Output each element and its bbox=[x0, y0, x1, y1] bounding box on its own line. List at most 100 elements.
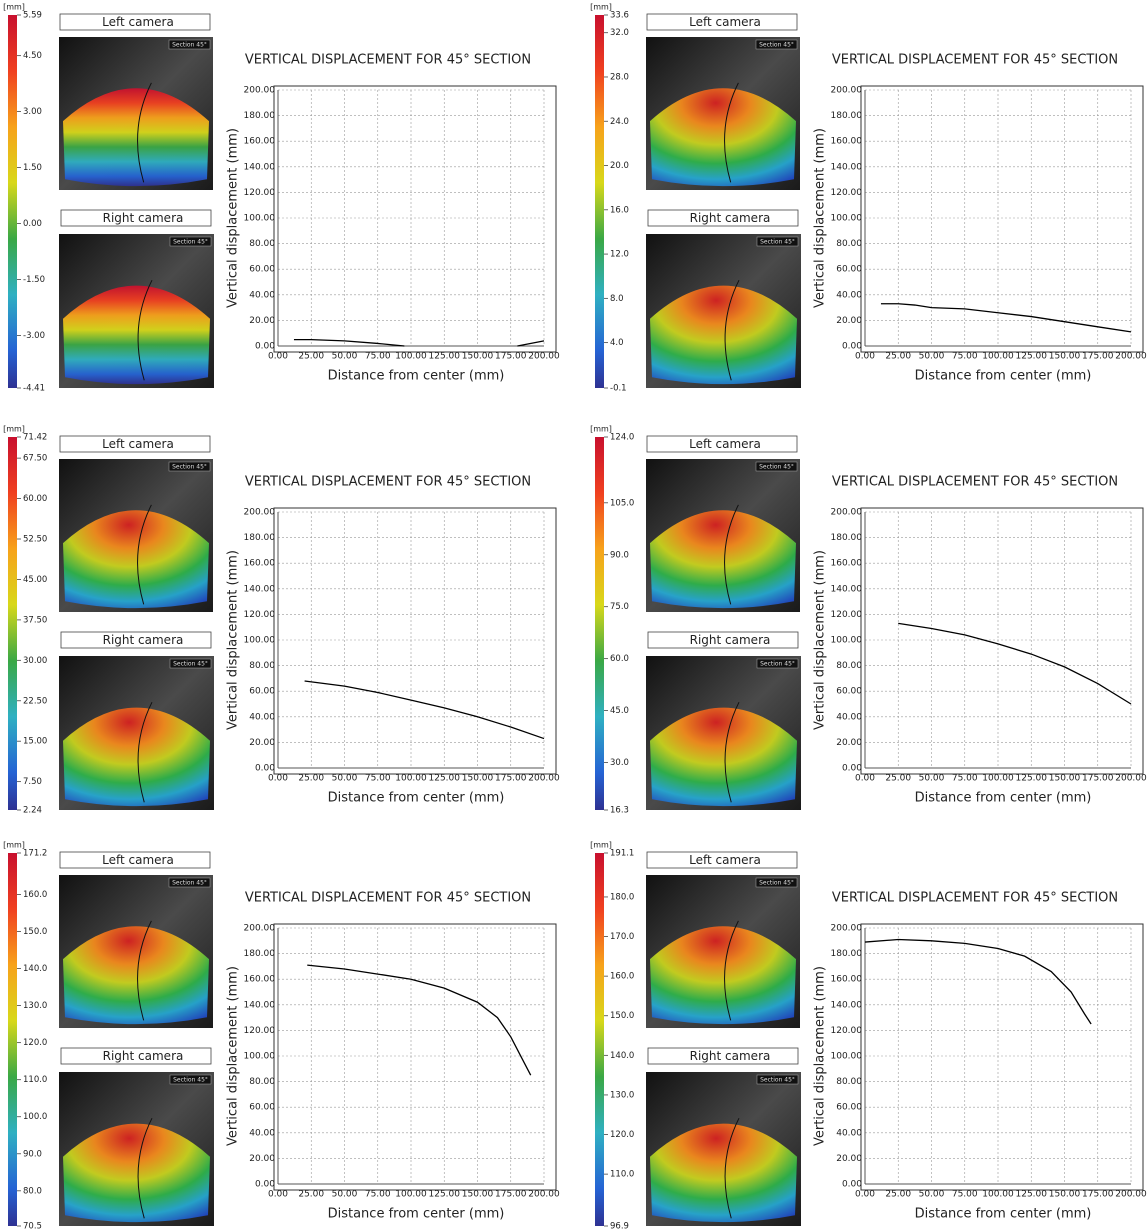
section-box bbox=[756, 1074, 799, 1085]
camera-surface bbox=[63, 88, 209, 187]
y-tick-label: 20.00 bbox=[249, 316, 275, 326]
panel: [mm]171.2 160.0 150.0 140.0 130.0 120.0 110.0 1… bbox=[3, 841, 560, 1230]
y-tick-label: 120.00 bbox=[244, 1026, 276, 1036]
panel: [mm]5.59 4.50 3.00 1.50 0.00 -1.50 -3.00 -4.41 L… bbox=[3, 3, 560, 394]
x-tick-label: 100.00 bbox=[395, 774, 427, 784]
camera-label: Right camera bbox=[690, 211, 771, 225]
section-line bbox=[137, 82, 152, 183]
x-tick-label: 0.00 bbox=[268, 352, 288, 362]
y-axis-label: Vertical displacement (mm) bbox=[226, 966, 241, 1146]
camera-label-box bbox=[646, 435, 798, 453]
section-label: Section 45° bbox=[759, 880, 794, 887]
camera-label-box bbox=[646, 851, 798, 869]
colorbar-tick-label: 160.0 bbox=[23, 890, 47, 900]
x-tick-label: 75.00 bbox=[952, 352, 978, 362]
y-tick-label: 140.00 bbox=[244, 584, 276, 594]
camera-label: Right camera bbox=[103, 1049, 184, 1063]
chart-title: VERTICAL DISPLACEMENT FOR 45° SECTION bbox=[832, 475, 1118, 490]
colorbar-tick-label: 80.0 bbox=[23, 1186, 42, 1196]
x-tick-label: 125.00 bbox=[429, 352, 461, 362]
y-tick-label: 20.00 bbox=[249, 738, 275, 748]
plot-frame bbox=[273, 507, 557, 775]
x-tick-label: 0.00 bbox=[268, 1190, 288, 1200]
y-tick-label: 140.00 bbox=[244, 162, 276, 172]
data-line bbox=[293, 338, 545, 347]
x-axis-label: Distance from center (mm) bbox=[915, 369, 1092, 384]
section-box bbox=[169, 236, 212, 247]
y-tick-label: 120.00 bbox=[831, 1026, 863, 1036]
chart-title: VERTICAL DISPLACEMENT FOR 45° SECTION bbox=[832, 53, 1118, 68]
section-line bbox=[137, 279, 153, 381]
colorbar-tick-label: 130.0 bbox=[610, 1090, 634, 1100]
colorbar-tick-label: -1.50 bbox=[23, 275, 45, 285]
x-tick-label: 0.00 bbox=[855, 352, 875, 362]
section-label: Section 45° bbox=[760, 239, 795, 246]
x-tick-label: 75.00 bbox=[365, 774, 391, 784]
y-axis-label: Vertical displacement (mm) bbox=[813, 550, 828, 730]
y-tick-label: 100.00 bbox=[244, 1052, 276, 1062]
colorbar-tick-label: 96.9 bbox=[610, 1222, 629, 1230]
y-tick-label: 40.00 bbox=[836, 290, 862, 300]
x-axis-label: Distance from center (mm) bbox=[328, 369, 505, 384]
x-tick-label: 150.00 bbox=[462, 352, 494, 362]
colorbar-tick-label: 160.0 bbox=[610, 972, 634, 982]
x-tick-label: 150.00 bbox=[462, 774, 494, 784]
y-tick-label: 100.00 bbox=[831, 214, 863, 224]
plot-frame bbox=[273, 923, 557, 1191]
colorbar-tick-label: 1.50 bbox=[23, 163, 42, 173]
colorbar-tick-label: 30.00 bbox=[23, 656, 47, 666]
data-line bbox=[898, 622, 1132, 705]
y-tick-label: 140.00 bbox=[831, 162, 863, 172]
x-tick-label: 25.00 bbox=[885, 1190, 911, 1200]
y-tick-label: 160.00 bbox=[831, 975, 863, 985]
x-tick-label: 0.00 bbox=[855, 774, 875, 784]
y-tick-label: 80.00 bbox=[249, 661, 275, 671]
camera-label-box bbox=[647, 631, 799, 649]
y-tick-label: 160.00 bbox=[831, 559, 863, 569]
y-tick-label: 120.00 bbox=[831, 610, 863, 620]
x-axis-label: Distance from center (mm) bbox=[328, 1207, 505, 1222]
section-label: Section 45° bbox=[173, 239, 208, 246]
x-tick-label: 50.00 bbox=[919, 352, 945, 362]
x-tick-label: 100.00 bbox=[982, 774, 1014, 784]
colorbar-tick-label: 22.50 bbox=[23, 696, 47, 706]
x-tick-label: 175.00 bbox=[1082, 352, 1114, 362]
x-tick-label: 175.00 bbox=[495, 1190, 527, 1200]
colorbar-tick-label: 180.0 bbox=[610, 892, 634, 902]
x-tick-label: 175.00 bbox=[495, 352, 527, 362]
y-axis-label: Vertical displacement (mm) bbox=[813, 966, 828, 1146]
colorbar-tick-label: 5.59 bbox=[23, 11, 42, 21]
colorbar-tick-label: 28.0 bbox=[610, 72, 629, 82]
y-tick-label: 20.00 bbox=[836, 1154, 862, 1164]
plot-frame bbox=[860, 85, 1144, 353]
colorbar-tick-label: 12.0 bbox=[610, 250, 629, 260]
y-tick-label: 100.00 bbox=[244, 214, 276, 224]
camera-label: Right camera bbox=[103, 633, 184, 647]
y-tick-label: 100.00 bbox=[831, 1052, 863, 1062]
section-box bbox=[169, 1074, 212, 1085]
camera-surface bbox=[650, 707, 797, 807]
camera-surface bbox=[63, 707, 210, 807]
y-tick-label: 200.00 bbox=[244, 508, 276, 518]
chart-title: VERTICAL DISPLACEMENT FOR 45° SECTION bbox=[245, 891, 531, 906]
x-tick-label: 50.00 bbox=[919, 774, 945, 784]
camera-label-box bbox=[60, 1047, 212, 1065]
section-box bbox=[168, 461, 211, 472]
y-tick-label: 140.00 bbox=[831, 1000, 863, 1010]
x-axis-label: Distance from center (mm) bbox=[915, 1207, 1092, 1222]
camera-surface bbox=[63, 926, 209, 1025]
x-tick-label: 125.00 bbox=[1016, 352, 1048, 362]
panel: [mm]124.0 105.0 90.0 75.0 60.0 45.0 30.0 16.3 Le… bbox=[590, 425, 1147, 816]
y-tick-label: 200.00 bbox=[831, 924, 863, 934]
x-tick-label: 50.00 bbox=[332, 774, 358, 784]
x-tick-label: 200.00 bbox=[528, 1190, 560, 1200]
x-tick-label: 50.00 bbox=[332, 352, 358, 362]
colorbar-tick-label: 37.50 bbox=[23, 615, 47, 625]
x-tick-label: 125.00 bbox=[1016, 1190, 1048, 1200]
x-tick-label: 0.00 bbox=[268, 774, 288, 784]
colorbar-tick-label: 75.0 bbox=[610, 602, 629, 612]
camera-label: Left camera bbox=[689, 437, 761, 451]
camera-label: Left camera bbox=[689, 853, 761, 867]
chart-title: VERTICAL DISPLACEMENT FOR 45° SECTION bbox=[245, 53, 531, 68]
